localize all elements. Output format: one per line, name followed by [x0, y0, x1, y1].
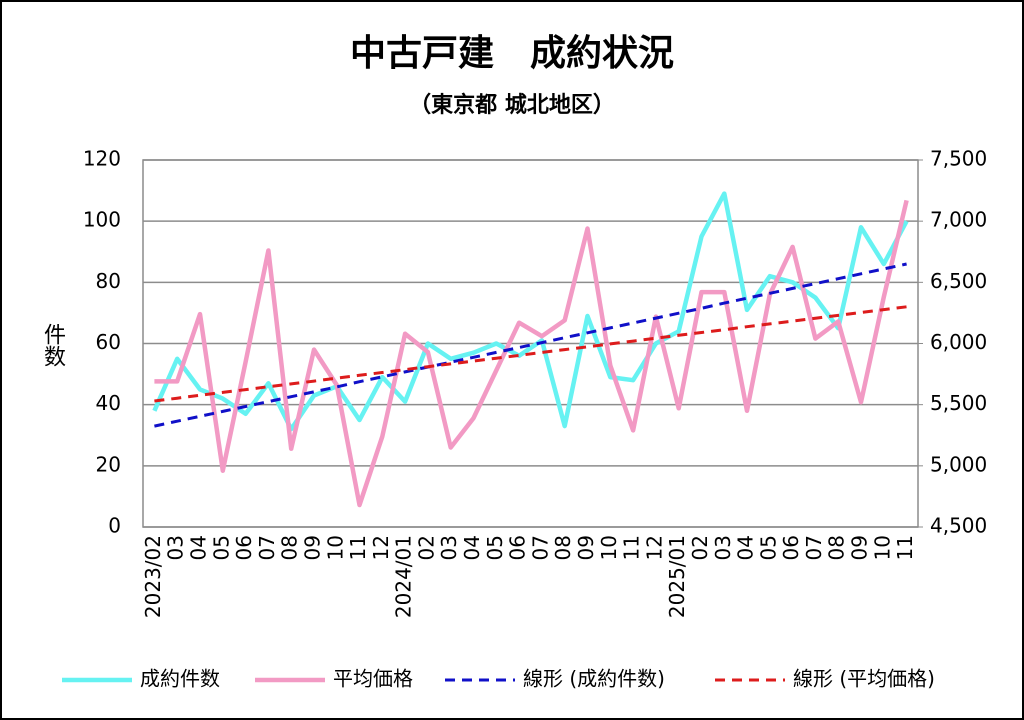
x-tick-label: 12 [642, 535, 666, 560]
y-axis-label: 件数 [40, 323, 66, 367]
x-tick-label: 10 [597, 535, 621, 560]
x-tick-label: 05 [209, 535, 233, 560]
y-tick-label: 80 [96, 269, 121, 293]
legend-label: 線形 (成約件数) [523, 667, 665, 691]
y2-tick-label: 6,000 [930, 330, 987, 354]
x-tick-label: 07 [802, 535, 826, 560]
x-tick-label: 03 [437, 535, 461, 560]
x-tick-label: 2023/02 [141, 535, 165, 618]
trend-line [154, 262, 907, 428]
x-tick-label: 05 [756, 535, 780, 560]
x-tick-label: 08 [551, 535, 575, 560]
y-tick-label: 20 [96, 452, 121, 476]
y-tick-label: 40 [96, 391, 121, 415]
x-tick-label: 11 [893, 535, 917, 560]
x-tick-label: 09 [848, 535, 872, 560]
y2-tick-label: 7,500 [930, 147, 987, 171]
x-tick-label: 08 [278, 535, 302, 560]
x-tick-label: 04 [460, 535, 484, 560]
x-tick-label: 02 [688, 535, 712, 560]
x-tick-label: 04 [186, 535, 210, 560]
x-tick-label: 07 [255, 535, 279, 560]
x-tick-label: 06 [232, 535, 256, 560]
x-tick-label: 10 [323, 535, 347, 560]
plot-border [142, 159, 919, 528]
x-tick-label: 04 [734, 535, 758, 560]
data-line [154, 199, 909, 508]
chart-subtitle: （東京都 城北地区） [409, 92, 615, 118]
x-tick-label: 05 [483, 535, 507, 560]
x-tick-label: 11 [620, 535, 644, 560]
x-tick-label: 09 [574, 535, 598, 560]
y2-tick-label: 5,000 [930, 452, 987, 476]
y2-tick-label: 5,500 [930, 391, 987, 415]
x-tick-label: 2025/01 [665, 535, 689, 618]
y-tick-label: 100 [83, 208, 121, 232]
trend-line [154, 305, 907, 403]
legend-label: 成約件数 [140, 667, 220, 691]
x-tick-label: 11 [346, 535, 370, 560]
y-tick-label: 120 [83, 147, 121, 171]
chart-title: 中古戸建 成約状況 [350, 33, 674, 74]
legend-label: 平均価格 [333, 667, 413, 691]
y-tick-label: 60 [96, 330, 121, 354]
x-tick-label: 06 [779, 535, 803, 560]
x-tick-label: 03 [711, 535, 735, 560]
y2-tick-label: 7,000 [930, 208, 987, 232]
y2-tick-label: 6,500 [930, 269, 987, 293]
y2-tick-label: 4,500 [930, 514, 987, 538]
x-tick-label: 10 [870, 535, 894, 560]
x-tick-label: 12 [369, 535, 393, 560]
data-line [152, 191, 909, 432]
x-tick-label: 08 [825, 535, 849, 560]
x-tick-label: 07 [528, 535, 552, 560]
x-tick-label: 06 [506, 535, 530, 560]
y-tick-label: 0 [108, 514, 121, 538]
x-tick-label: 02 [414, 535, 438, 560]
x-tick-label: 09 [300, 535, 324, 560]
legend-label: 線形 (平均価格) [793, 667, 935, 691]
x-tick-label: 2024/01 [392, 535, 416, 618]
x-tick-label: 03 [164, 535, 188, 560]
